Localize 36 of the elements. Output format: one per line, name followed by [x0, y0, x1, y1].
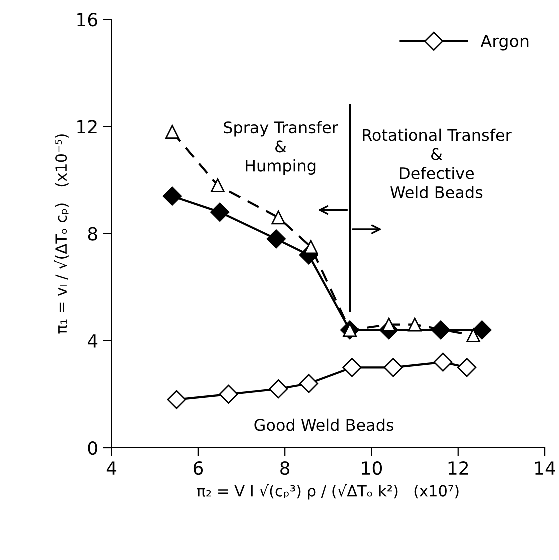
point [219, 384, 238, 404]
point [472, 320, 492, 340]
y-axis-title: π₁ = vₗ / √(ΔTₒ cₚ) (x10⁻⁵) [54, 134, 69, 334]
point [458, 358, 477, 378]
point [299, 374, 318, 394]
point [162, 186, 182, 206]
y-tick-label: 12 [78, 120, 97, 134]
point [266, 230, 286, 249]
y-tick-label: 8 [88, 227, 98, 241]
point [342, 358, 362, 378]
x-tick-label: 12 [448, 462, 468, 475]
point [384, 358, 403, 378]
annotation: Good Weld Beads [254, 418, 394, 432]
point [408, 318, 422, 332]
point [466, 328, 480, 342]
point [304, 240, 318, 254]
point [272, 210, 286, 225]
x-tick-label: 14 [536, 462, 556, 475]
annotation: Spray Transfer & Humping [224, 121, 338, 175]
annotation: Rotational Transfer & Defective Weld Beads [363, 128, 512, 199]
y-tick-label: 16 [78, 13, 98, 27]
y-tick-label: 0 [88, 441, 98, 456]
point [166, 125, 180, 139]
point [269, 380, 288, 399]
x-tick-label: 4 [106, 462, 117, 475]
x-tick-label: 6 [194, 462, 204, 476]
legend-label: Argon [480, 35, 529, 51]
point [434, 352, 453, 372]
x-axis-title: π₂ = V I √(cₚ³) ρ / (√ΔTₒ k²) (x10⁷) [197, 484, 459, 500]
x-tick-label: 8 [280, 462, 290, 476]
y-tick-label: 4 [88, 334, 98, 348]
point [432, 320, 451, 340]
point [210, 202, 230, 222]
x-tick-label: 10 [362, 462, 382, 476]
point [167, 390, 186, 410]
point [210, 178, 225, 193]
